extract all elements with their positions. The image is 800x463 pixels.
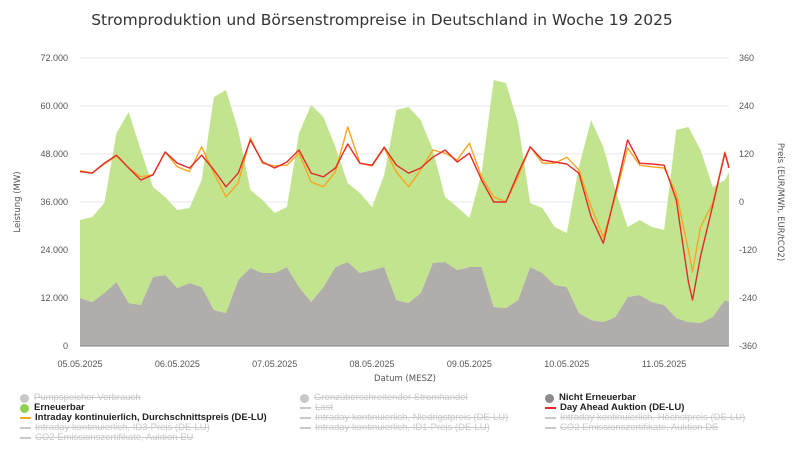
legend-item[interactable]: Pumpspeicher Verbrauch	[20, 393, 141, 403]
legend-item[interactable]: Grenzüberschreitender Stromhandel	[300, 393, 468, 403]
area-nicht-erneuerbar	[80, 262, 729, 346]
legend-dot-icon	[20, 393, 29, 403]
legend-label: Intraday kontinuierlich, Durchschnittspr…	[35, 412, 267, 423]
legend-line-icon	[545, 417, 556, 419]
y-right-tick-label: -120	[739, 245, 757, 255]
legend-line-icon	[300, 427, 311, 429]
legend-dot-icon	[300, 393, 309, 403]
legend-label: CO2 Emissionszertifikate, Auktion EU	[35, 432, 194, 443]
line-series	[79, 126, 730, 301]
legend-item[interactable]: CO2 Emissionszertifikate, Auktion DE	[545, 423, 718, 433]
legend-label: Last	[315, 402, 333, 413]
legend-label: CO2 Emissionszertifikate, Auktion DE	[560, 422, 719, 433]
y-right-tick-label: 0	[739, 197, 744, 207]
legend-item[interactable]: Intraday kontinuierlich, ID1-Preis (DE-L…	[300, 423, 490, 433]
x-tick-label: 10.05.2025	[544, 359, 589, 369]
legend-label: Nicht Erneuerbar	[559, 392, 637, 403]
legend-label: Day Ahead Auktion (DE-LU)	[560, 402, 685, 413]
y-axis-right-title: Preis (EUR/MWh, EUR/tCO2)	[775, 143, 785, 261]
y-right-tick-label: 240	[739, 101, 754, 111]
y-left-tick-label: 12.000	[40, 293, 68, 303]
y-left-tick-label: 72.000	[40, 53, 68, 63]
y-left-tick-label: 60.000	[40, 101, 68, 111]
y-right-tick-label: 120	[739, 149, 754, 159]
x-axis-title: Datum (MESZ)	[374, 374, 436, 384]
legend-line-icon	[300, 417, 311, 419]
legend-item[interactable]: Last	[300, 403, 333, 413]
line-day-ahead	[79, 139, 730, 301]
y-right-tick-label: 360	[739, 53, 754, 63]
legend-label: Intraday kontinuierlich, Niedrigstpreis …	[315, 412, 509, 423]
axes: 0 12.000 24.000 36.000 48.000 60.000 72.000 -36…	[40, 53, 757, 369]
x-tick-label: 07.05.2025	[252, 359, 297, 369]
y-left-tick-label: 36.000	[40, 197, 68, 207]
y-axis-left-title: Leistung (MW)	[13, 171, 23, 232]
x-tick-label: 06.05.2025	[155, 359, 200, 369]
legend-item[interactable]: Intraday kontinuierlich, Höchstpreis (DE…	[545, 413, 745, 423]
y-left-tick-label: 48.000	[40, 149, 68, 159]
legend-item[interactable]: CO2 Emissionszertifikate, Auktion EU	[20, 433, 193, 443]
x-tick-label: 08.05.2025	[350, 359, 395, 369]
x-tick-label: 09.05.2025	[447, 359, 492, 369]
y-right-tick-label: -360	[739, 341, 757, 351]
y-left-tick-label: 0	[63, 341, 68, 351]
legend-line-icon	[20, 437, 31, 439]
legend-line-icon	[20, 427, 31, 429]
legend-item[interactable]: Intraday kontinuierlich, Niedrigstpreis …	[300, 413, 508, 423]
legend-item[interactable]: Nicht Erneuerbar	[545, 393, 636, 403]
legend-label: Erneuerbar	[34, 402, 85, 413]
legend-item[interactable]: Intraday kontinuierlich, ID3-Preis (DE-L…	[20, 423, 210, 433]
area-series	[80, 80, 729, 346]
x-tick-label: 05.05.2025	[57, 359, 102, 369]
legend-line-icon	[545, 407, 556, 409]
area-erneuerbar	[80, 80, 729, 323]
legend-label: Intraday kontinuierlich, Höchstpreis (DE…	[560, 412, 746, 423]
legend-label: Pumpspeicher Verbrauch	[34, 392, 141, 403]
legend-dot-icon	[20, 403, 29, 413]
y-right-tick-label: -240	[739, 293, 757, 303]
x-tick-label: 11.05.2025	[642, 359, 686, 369]
line-intraday-avg	[79, 126, 730, 273]
y-left-tick-label: 24.000	[40, 245, 68, 255]
legend-item[interactable]: Intraday kontinuierlich, Durchschnittspr…	[20, 413, 267, 423]
legend-item[interactable]: Erneuerbar	[20, 403, 85, 413]
legend-line-icon	[545, 427, 556, 429]
legend-item[interactable]: Day Ahead Auktion (DE-LU)	[545, 403, 684, 413]
legend-label: Intraday kontinuierlich, ID1-Preis (DE-L…	[315, 422, 490, 433]
legend-line-icon	[300, 407, 311, 409]
legend-label: Intraday kontinuierlich, ID3-Preis (DE-L…	[35, 422, 210, 433]
legend-line-icon	[20, 417, 31, 419]
chart-title: Stromproduktion und Börsenstrompreise in…	[91, 11, 673, 29]
legend-label: Grenzüberschreitender Stromhandel	[314, 392, 468, 403]
legend-dot-icon	[545, 393, 554, 403]
